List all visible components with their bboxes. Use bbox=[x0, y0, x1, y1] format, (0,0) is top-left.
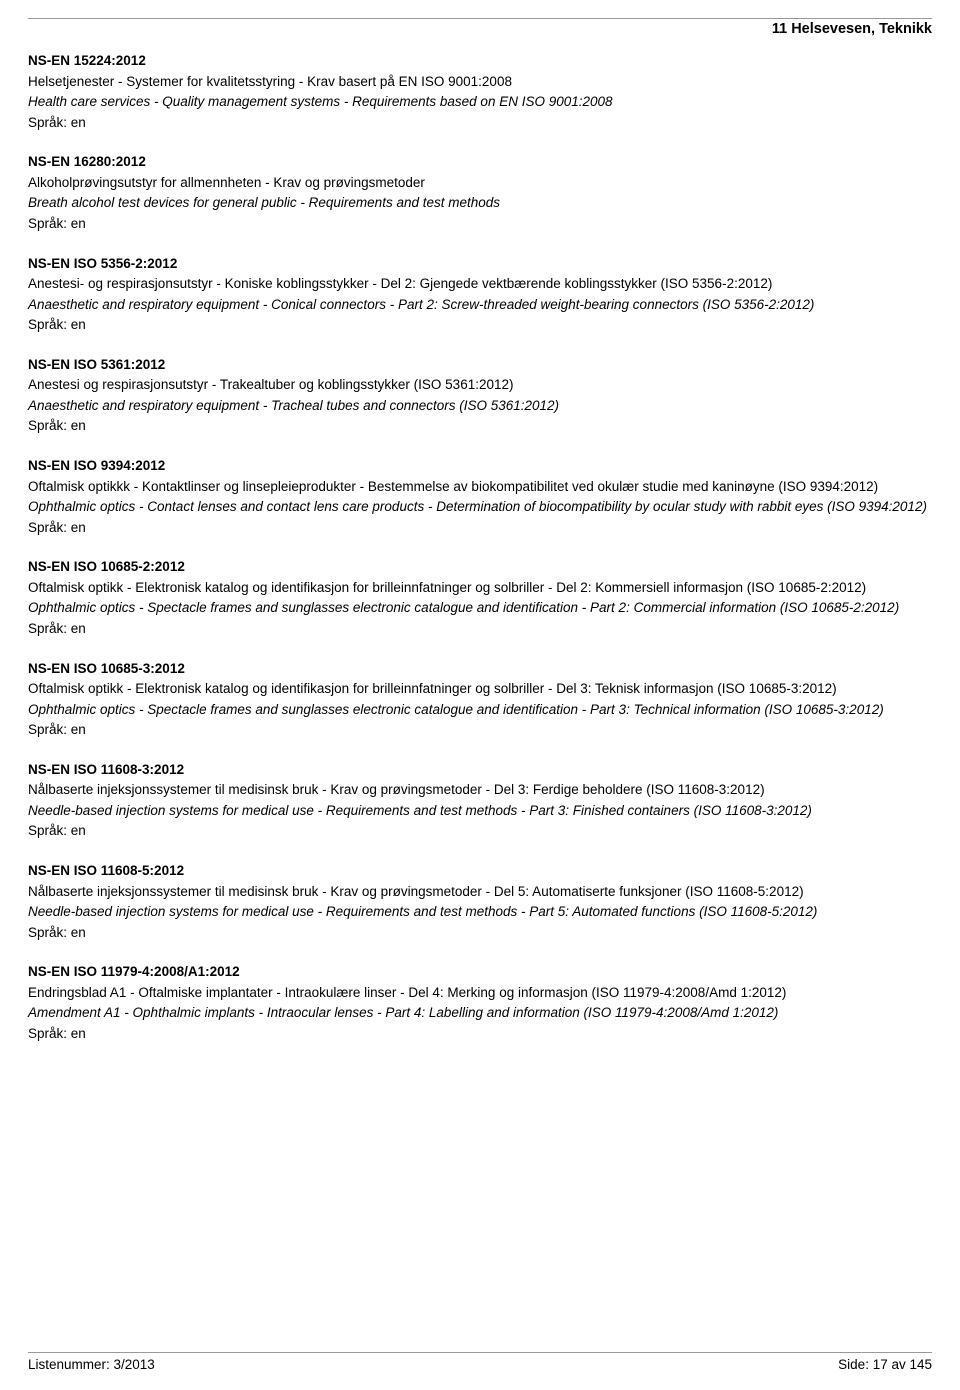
standard-title-no: Alkoholprøvingsutstyr for allmennheten -… bbox=[28, 173, 932, 193]
standard-entry: NS-EN ISO 5356-2:2012Anestesi- og respir… bbox=[28, 254, 932, 335]
standard-code: NS-EN 16280:2012 bbox=[28, 152, 932, 172]
standard-entry: NS-EN 16280:2012Alkoholprøvingsutstyr fo… bbox=[28, 152, 932, 233]
standard-title-en: Anaesthetic and respiratory equipment - … bbox=[28, 295, 932, 315]
standard-entry: NS-EN ISO 10685-3:2012Oftalmisk optikk -… bbox=[28, 659, 932, 740]
standard-code: NS-EN 15224:2012 bbox=[28, 51, 932, 71]
standard-title-no: Nålbaserte injeksjonssystemer til medisi… bbox=[28, 882, 932, 902]
standard-language: Språk: en bbox=[28, 416, 932, 436]
standard-entry: NS-EN 15224:2012Helsetjenester - Systeme… bbox=[28, 51, 932, 132]
standard-title-no: Anestesi og respirasjonsutstyr - Trakeal… bbox=[28, 375, 932, 395]
standard-entry: NS-EN ISO 11979-4:2008/A1:2012Endringsbl… bbox=[28, 962, 932, 1043]
standard-title-en: Health care services - Quality managemen… bbox=[28, 92, 932, 112]
standard-code: NS-EN ISO 5356-2:2012 bbox=[28, 254, 932, 274]
standard-title-en: Breath alcohol test devices for general … bbox=[28, 193, 932, 213]
standard-language: Språk: en bbox=[28, 619, 932, 639]
standard-code: NS-EN ISO 10685-3:2012 bbox=[28, 659, 932, 679]
page-footer: Listenummer: 3/2013 Side: 17 av 145 bbox=[28, 1352, 932, 1372]
footer-divider bbox=[28, 1352, 932, 1353]
standard-language: Språk: en bbox=[28, 315, 932, 335]
standard-language: Språk: en bbox=[28, 214, 932, 234]
standard-language: Språk: en bbox=[28, 720, 932, 740]
standard-language: Språk: en bbox=[28, 113, 932, 133]
standard-language: Språk: en bbox=[28, 821, 932, 841]
standard-title-en: Needle-based injection systems for medic… bbox=[28, 801, 932, 821]
standard-title-en: Ophthalmic optics - Spectacle frames and… bbox=[28, 700, 932, 720]
standard-entry: NS-EN ISO 5361:2012Anestesi og respirasj… bbox=[28, 355, 932, 436]
standard-code: NS-EN ISO 9394:2012 bbox=[28, 456, 932, 476]
standard-title-no: Endringsblad A1 - Oftalmiske implantater… bbox=[28, 983, 932, 1003]
standard-title-en: Needle-based injection systems for medic… bbox=[28, 902, 932, 922]
standard-title-no: Anestesi- og respirasjonsutstyr - Konisk… bbox=[28, 274, 932, 294]
header-divider bbox=[28, 18, 932, 19]
standard-language: Språk: en bbox=[28, 1024, 932, 1044]
standard-code: NS-EN ISO 11608-3:2012 bbox=[28, 760, 932, 780]
category-heading: 11 Helsevesen, Teknikk bbox=[28, 21, 932, 37]
standard-title-en: Amendment A1 - Ophthalmic implants - Int… bbox=[28, 1003, 932, 1023]
standard-code: NS-EN ISO 11979-4:2008/A1:2012 bbox=[28, 962, 932, 982]
standard-code: NS-EN ISO 5361:2012 bbox=[28, 355, 932, 375]
entries-list: NS-EN 15224:2012Helsetjenester - Systeme… bbox=[28, 51, 932, 1044]
standard-title-no: Helsetjenester - Systemer for kvalitetss… bbox=[28, 72, 932, 92]
standard-title-en: Ophthalmic optics - Contact lenses and c… bbox=[28, 497, 932, 517]
standard-title-no: Oftalmisk optikk - Elektronisk katalog o… bbox=[28, 578, 932, 598]
standard-code: NS-EN ISO 11608-5:2012 bbox=[28, 861, 932, 881]
standard-title-en: Anaesthetic and respiratory equipment - … bbox=[28, 396, 932, 416]
footer-right: Side: 17 av 145 bbox=[838, 1357, 932, 1372]
standard-entry: NS-EN ISO 11608-5:2012Nålbaserte injeksj… bbox=[28, 861, 932, 942]
standard-entry: NS-EN ISO 11608-3:2012Nålbaserte injeksj… bbox=[28, 760, 932, 841]
standard-language: Språk: en bbox=[28, 518, 932, 538]
standard-title-no: Oftalmisk optikk - Elektronisk katalog o… bbox=[28, 679, 932, 699]
standard-code: NS-EN ISO 10685-2:2012 bbox=[28, 557, 932, 577]
standard-title-no: Nålbaserte injeksjonssystemer til medisi… bbox=[28, 780, 932, 800]
standard-entry: NS-EN ISO 9394:2012Oftalmisk optikkk - K… bbox=[28, 456, 932, 537]
standard-title-en: Ophthalmic optics - Spectacle frames and… bbox=[28, 598, 932, 618]
standard-entry: NS-EN ISO 10685-2:2012Oftalmisk optikk -… bbox=[28, 557, 932, 638]
standard-language: Språk: en bbox=[28, 923, 932, 943]
footer-left: Listenummer: 3/2013 bbox=[28, 1357, 155, 1372]
standard-title-no: Oftalmisk optikkk - Kontaktlinser og lin… bbox=[28, 477, 932, 497]
